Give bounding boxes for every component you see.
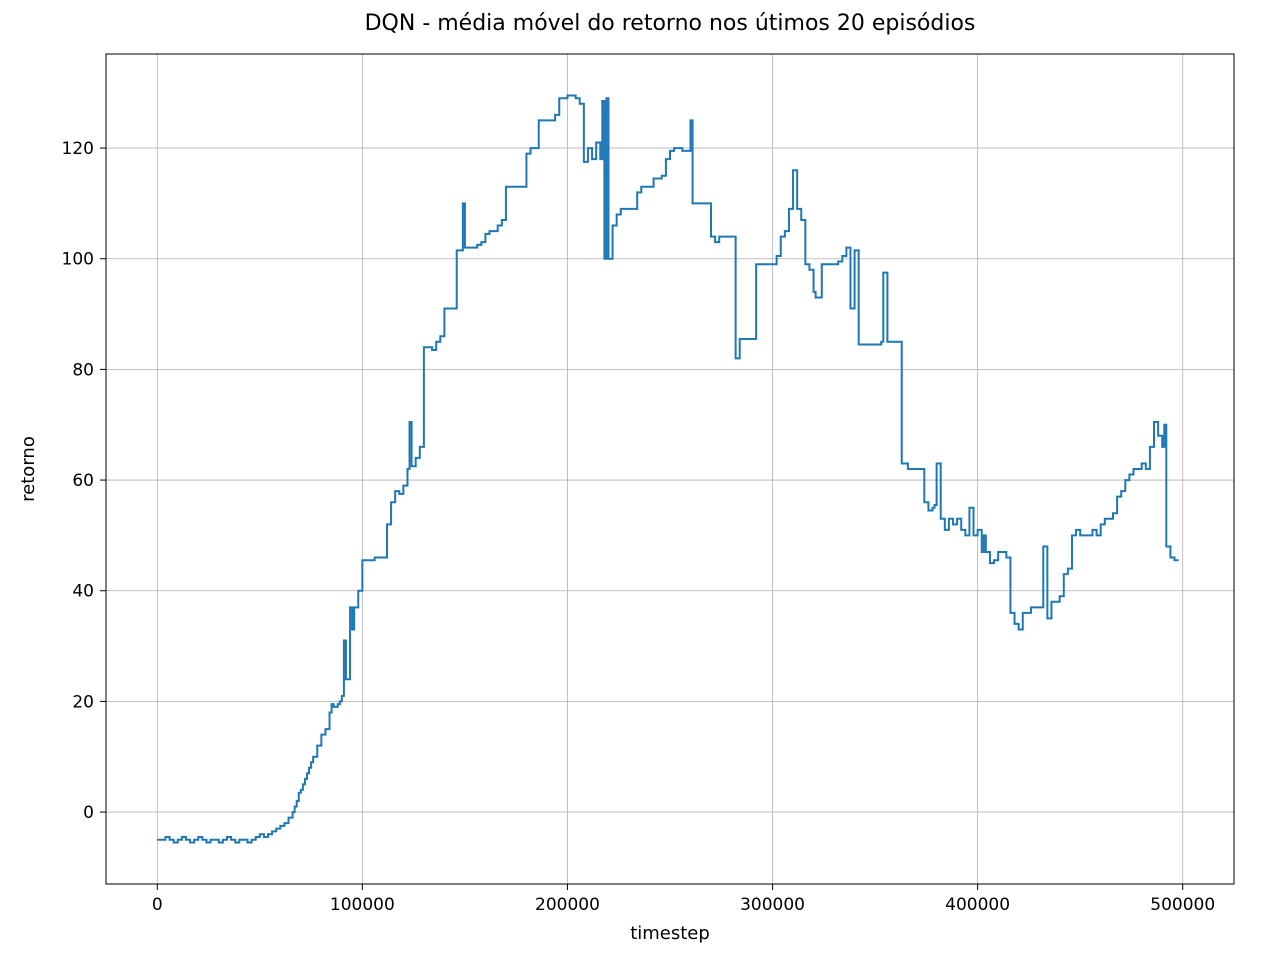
y-axis-label: retorno — [18, 436, 39, 502]
y-tick-label: 120 — [62, 139, 94, 159]
y-tick-label: 40 — [72, 582, 94, 602]
y-tick-label: 0 — [83, 803, 94, 823]
x-tick-label: 200000 — [535, 895, 600, 915]
x-tick-label: 400000 — [945, 895, 1010, 915]
x-tick-label: 300000 — [740, 895, 805, 915]
x-tick-label: 500000 — [1150, 895, 1215, 915]
x-axis-label: timestep — [630, 923, 710, 944]
x-tick-label: 100000 — [330, 895, 395, 915]
y-tick-label: 60 — [72, 471, 94, 491]
chart-container: 0 100000 200000 300000 400000 500000 0 20 40 60 80… — [0, 0, 1280, 955]
y-tick-label: 20 — [72, 692, 94, 712]
chart-title: DQN - média móvel do retorno nos útimos … — [365, 11, 976, 36]
y-tick-label: 80 — [72, 360, 94, 380]
x-tick-label: 0 — [152, 895, 163, 915]
line-chart: 0 100000 200000 300000 400000 500000 0 20 40 60 80… — [0, 0, 1280, 955]
y-tick-label: 100 — [62, 250, 94, 270]
